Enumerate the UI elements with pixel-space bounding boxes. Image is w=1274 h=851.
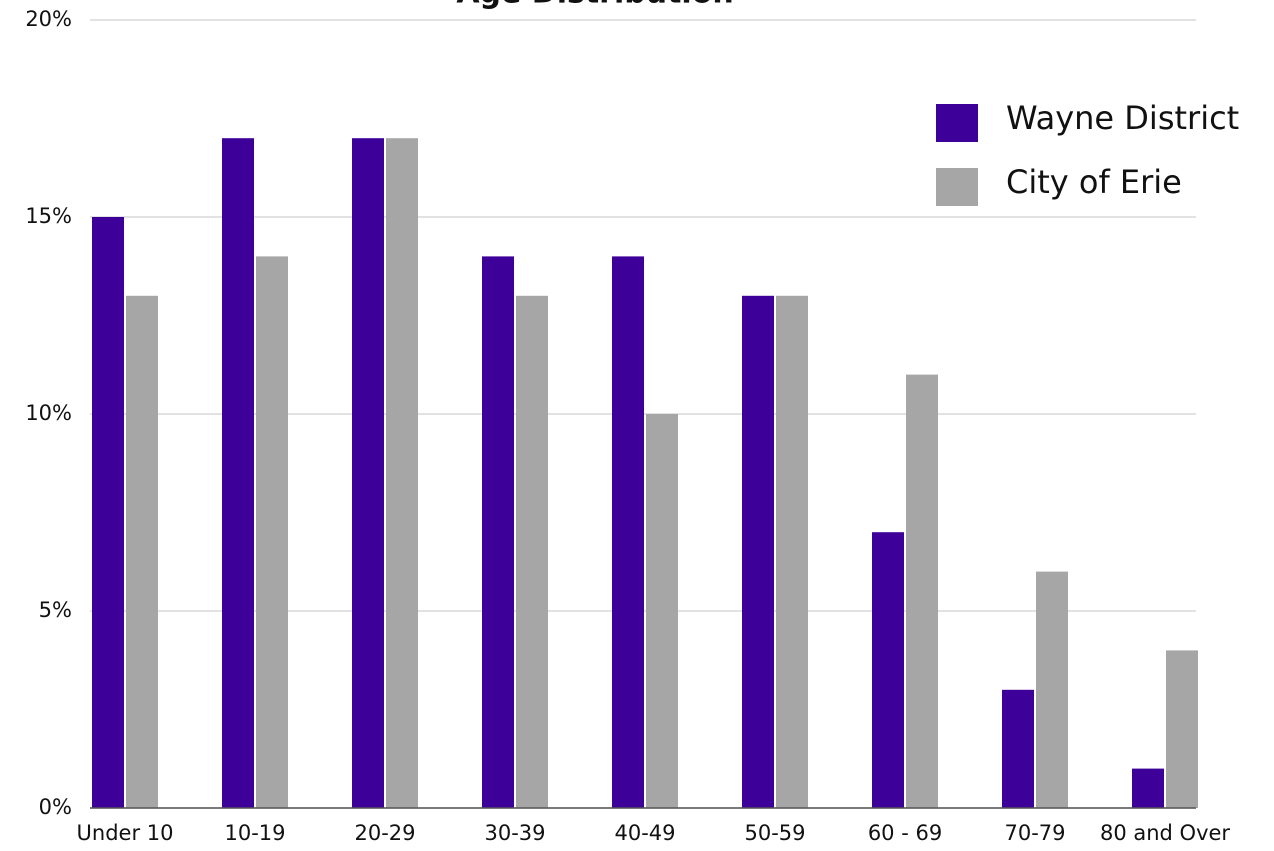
legend-swatch [936, 104, 978, 142]
x-tick-label: 40-49 [614, 821, 675, 845]
bar [872, 532, 904, 808]
y-tick-label: 5% [39, 598, 72, 622]
x-tick-label: 10-19 [224, 821, 285, 845]
x-tick-label: Under 10 [77, 821, 174, 845]
y-tick-label: 15% [25, 204, 72, 228]
bar [1036, 571, 1068, 808]
bar [646, 414, 678, 808]
x-tick-label: 60 - 69 [868, 821, 942, 845]
legend-swatch [936, 168, 978, 206]
bar [516, 295, 548, 808]
bar [1002, 689, 1034, 808]
bar [742, 295, 774, 808]
bar [92, 217, 124, 808]
bar [222, 138, 254, 808]
y-tick-label: 20% [25, 7, 72, 31]
x-tick-label: 80 and Over [1100, 821, 1230, 845]
bar [1166, 650, 1198, 808]
x-tick-label: 30-39 [484, 821, 545, 845]
bar [256, 256, 288, 808]
bar [482, 256, 514, 808]
bar [612, 256, 644, 808]
bar [386, 138, 418, 808]
y-tick-label: 10% [25, 401, 72, 425]
legend-label: City of Erie [1006, 163, 1182, 201]
x-tick-label: 20-29 [354, 821, 415, 845]
bar [352, 138, 384, 808]
x-tick-label: 70-79 [1004, 821, 1065, 845]
x-tick-label: 50-59 [744, 821, 805, 845]
chart-title: Age Distribution [456, 0, 733, 11]
bar [126, 295, 158, 808]
bar [906, 374, 938, 808]
legend-label: Wayne District [1006, 99, 1239, 137]
bar [776, 295, 808, 808]
bar [1132, 768, 1164, 808]
y-tick-label: 0% [39, 795, 72, 819]
